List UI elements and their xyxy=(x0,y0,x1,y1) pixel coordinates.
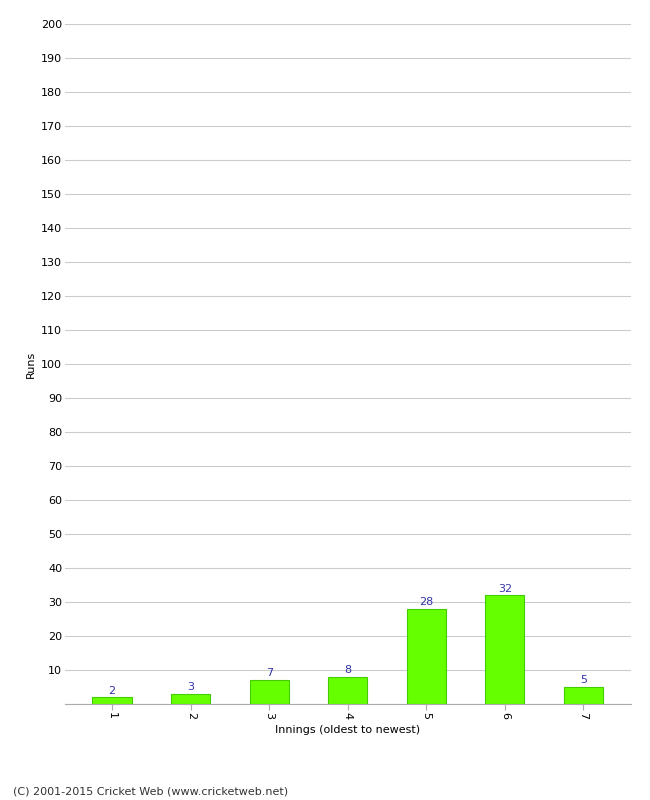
Text: 8: 8 xyxy=(344,665,351,675)
Bar xyxy=(250,680,289,704)
Bar xyxy=(485,595,525,704)
Bar xyxy=(564,687,603,704)
Bar xyxy=(407,609,446,704)
Bar xyxy=(328,677,367,704)
Bar xyxy=(171,694,211,704)
Y-axis label: Runs: Runs xyxy=(25,350,36,378)
Bar xyxy=(92,697,132,704)
X-axis label: Innings (oldest to newest): Innings (oldest to newest) xyxy=(275,725,421,735)
Text: (C) 2001-2015 Cricket Web (www.cricketweb.net): (C) 2001-2015 Cricket Web (www.cricketwe… xyxy=(13,786,288,796)
Text: 2: 2 xyxy=(109,686,116,695)
Text: 7: 7 xyxy=(266,669,273,678)
Text: 5: 5 xyxy=(580,675,587,686)
Text: 3: 3 xyxy=(187,682,194,692)
Text: 32: 32 xyxy=(498,583,512,594)
Text: 28: 28 xyxy=(419,597,434,607)
